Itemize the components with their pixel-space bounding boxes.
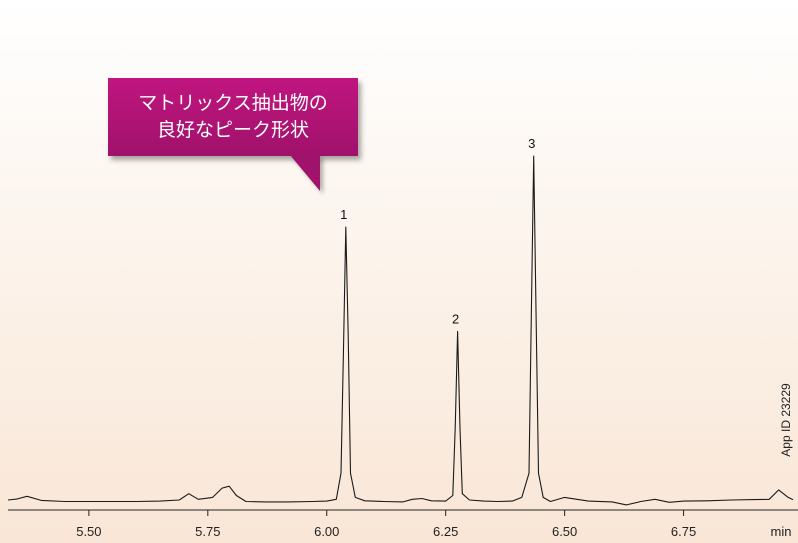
x-tick-label: 6.25 — [433, 524, 458, 539]
peak-label: 2 — [452, 311, 459, 326]
chromatogram-trace — [7, 155, 794, 506]
x-tick-label: 6.50 — [552, 524, 577, 539]
x-axis-unit-label: min — [771, 524, 792, 539]
callout-line2: 良好なピーク形状 — [156, 120, 309, 141]
callout-line1: マトリックス抽出物の — [138, 93, 328, 114]
callout-box: マトリックス抽出物の 良好なピーク形状 — [108, 78, 358, 156]
x-tick-label: 6.00 — [314, 524, 339, 539]
x-tick-label: 5.75 — [195, 524, 220, 539]
x-tick-label: 6.75 — [671, 524, 696, 539]
peak-label: 1 — [340, 207, 347, 222]
callout-pointer — [290, 155, 320, 191]
peak-labels: 1 2 3 — [340, 136, 535, 326]
app-id-label: App ID 23229 — [779, 383, 793, 457]
x-axis: 5.50 5.75 6.00 6.25 6.50 6.75 min — [8, 509, 798, 539]
peak-label: 3 — [528, 136, 535, 151]
x-tick-label: 5.50 — [76, 524, 101, 539]
